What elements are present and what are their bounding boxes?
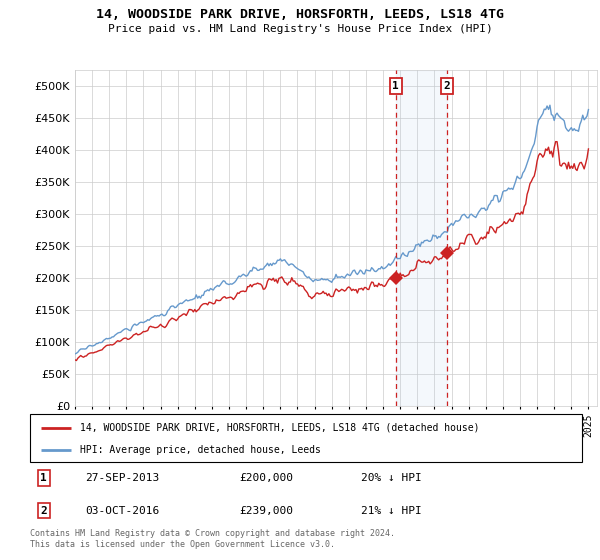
Text: 1: 1 [392, 81, 399, 91]
Text: £200,000: £200,000 [240, 473, 294, 483]
Text: 2: 2 [444, 81, 451, 91]
Text: 03-OCT-2016: 03-OCT-2016 [85, 506, 160, 516]
Text: Contains HM Land Registry data © Crown copyright and database right 2024.
This d: Contains HM Land Registry data © Crown c… [30, 529, 395, 549]
Text: 14, WOODSIDE PARK DRIVE, HORSFORTH, LEEDS, LS18 4TG (detached house): 14, WOODSIDE PARK DRIVE, HORSFORTH, LEED… [80, 423, 479, 433]
Bar [396, 70, 447, 406]
Text: HPI: Average price, detached house, Leeds: HPI: Average price, detached house, Leed… [80, 445, 320, 455]
Text: 20% ↓ HPI: 20% ↓ HPI [361, 473, 422, 483]
FancyBboxPatch shape [30, 414, 582, 462]
Text: 27-SEP-2013: 27-SEP-2013 [85, 473, 160, 483]
Text: 1: 1 [40, 473, 47, 483]
Text: £239,000: £239,000 [240, 506, 294, 516]
Text: 14, WOODSIDE PARK DRIVE, HORSFORTH, LEEDS, LS18 4TG: 14, WOODSIDE PARK DRIVE, HORSFORTH, LEED… [96, 8, 504, 21]
Text: 21% ↓ HPI: 21% ↓ HPI [361, 506, 422, 516]
Text: Price paid vs. HM Land Registry's House Price Index (HPI): Price paid vs. HM Land Registry's House … [107, 24, 493, 34]
Text: 2: 2 [40, 506, 47, 516]
